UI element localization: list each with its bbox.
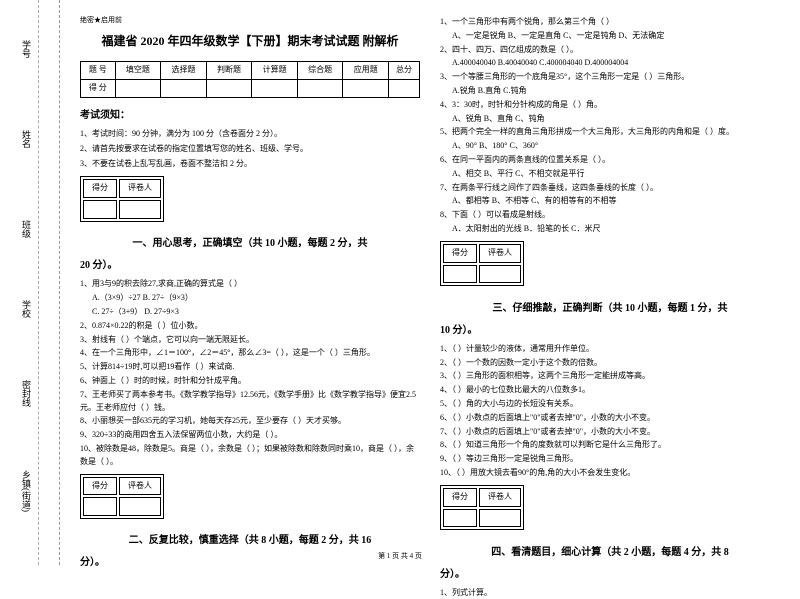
s2-q7o: A、都相等 B、不相等 C、有的相等有的不相等: [452, 195, 780, 208]
sec1-title2: 20 分）。: [80, 258, 420, 274]
s2-q5: 5、把两个完全一样的直角三角形拼成一个大三角形，大三角形的内角和是（ ）度。: [440, 126, 780, 139]
s1-q10: 10、被除数是48，除数是5。商是（ ），余数是（ ）；如果被除数和除数同时乘1…: [80, 443, 420, 469]
content-area: 绝密★启用前 福建省 2020 年四年级数学【下册】期末考试试题 附解析 题 号…: [60, 0, 800, 565]
s1-q4: 4、在一个三角形中，∠1＝100°，∠2＝45°，那么∠3=（ ），这是一个（ …: [80, 347, 420, 360]
binding-label-2: 姓名: [20, 130, 33, 148]
score-box-4: 得分评卷人: [440, 485, 524, 531]
s1-q9: 9、320÷33的商用四舍五入法保留两位小数，大约是（ ）。: [80, 429, 420, 442]
right-column: 1、一个三角形中有两个锐角，那么第三个角（ ） A、一定是锐角 B、一定是直角 …: [430, 15, 790, 550]
s1-q7: 7、王老师买了两本参考书。《数学教学指导》12.56元，《数学手册》比《数学教学…: [80, 389, 420, 415]
binding-margin: 学号 姓名 班级 学校 密封线 乡镇(街道): [0, 0, 60, 565]
hdr-c5: 综合题: [297, 62, 343, 80]
s1-q5: 5、计算814÷19时,可以把19看作（ ）来试商.: [80, 361, 420, 374]
s4-q1: 1、列式计算。: [440, 587, 780, 599]
s3-q5: 5、（ ）角的大小与边的长短没有关系。: [440, 398, 780, 411]
score-box-2: 得分评卷人: [80, 474, 164, 520]
hdr-c7: 总分: [389, 62, 420, 80]
notice-2: 2、请首先按要求在试卷的指定位置填写您的姓名、班级、学号。: [80, 143, 420, 156]
s2-q7: 7、在两条平行线之间作了四条垂线，这四条垂线的长度（ ）。: [440, 182, 780, 195]
s2-q1: 1、一个三角形中有两个锐角，那么第三个角（ ）: [440, 16, 780, 29]
sb-c1: 得分: [83, 179, 117, 198]
s2-q2o: A.400040040 B.40040040 C.400004040 D.400…: [452, 57, 780, 70]
s2-q8o: A．太阳射出的光线 B．铅笔的长 C．米尺: [452, 223, 780, 236]
s2-q8: 8、下面（ ）可以看成是射线。: [440, 209, 780, 222]
sb2-c2: 评卷人: [119, 477, 161, 496]
sb3-c2: 评卷人: [479, 244, 521, 263]
exam-title: 福建省 2020 年四年级数学【下册】期末考试试题 附解析: [80, 32, 420, 51]
s1-q1: 1、用3与9的积去除27,求商,正确的算式是（ ）: [80, 278, 420, 291]
hdr-c6: 应用题: [343, 62, 389, 80]
sb4-c1: 得分: [443, 488, 477, 507]
s2-q6o: A、相交 B、平行 C、不相交就是平行: [452, 168, 780, 181]
notice-1: 1、考试时间：90 分钟，满分为 100 分（含卷面分 2 分）。: [80, 128, 420, 141]
s3-q10: 10、（ ）用放大镜去看90°的角,角的大小不会发生变化。: [440, 467, 780, 480]
s2-q1o: A、一定是锐角 B、一定是直角 C、一定是钝角 D、无法确定: [452, 30, 780, 43]
hdr-c3: 判断题: [206, 62, 252, 80]
s3-q2: 2、（ ）一个数的因数一定小于这个数的倍数。: [440, 357, 780, 370]
score-box-1: 得分评卷人: [80, 176, 164, 222]
score-box-3: 得分评卷人: [440, 241, 524, 287]
sec3-title: 三、仔细推敲，正确判断（共 10 小题，每题 1 分，共: [440, 301, 780, 317]
sb-c2: 评卷人: [119, 179, 161, 198]
sb4-c2: 评卷人: [479, 488, 521, 507]
sec4-title2: 分）。: [440, 567, 780, 583]
hdr-c1: 填空题: [115, 62, 161, 80]
notice-title: 考试须知：: [80, 108, 420, 124]
sb3-c1: 得分: [443, 244, 477, 263]
sec3-title2: 10 分）。: [440, 323, 780, 339]
s2-q4o: A、锐角 B、直角 C、钝角: [452, 113, 780, 126]
s1-q2: 2、0.874×0.22的积是（ ）位小数。: [80, 320, 420, 333]
s1-q1b: C. 27÷（3+9） D. 27÷9×3: [92, 306, 420, 319]
score-header-table: 题 号 填空题 选择题 判断题 计算题 综合题 应用题 总分 得 分: [80, 61, 420, 98]
binding-label-3: 班级: [20, 220, 33, 238]
s2-q5o: A、90° B、180° C、360°: [452, 140, 780, 153]
sec1-title: 一、用心思考，正确填空（共 10 小题，每题 2 分，共: [80, 236, 420, 252]
notice-3: 3、不要在试卷上乱写乱画，卷面不整洁扣 2 分。: [80, 158, 420, 171]
secret-label: 绝密★启用前: [80, 15, 420, 26]
s2-q2: 2、四十、四万、四亿组成的数是（ ）。: [440, 44, 780, 57]
s3-q9: 9、（ ）等边三角形一定是锐角三角形。: [440, 453, 780, 466]
sec2-title: 二、反复比较，慎重选择（共 8 小题，每题 2 分，共 16: [80, 533, 420, 549]
s3-q7: 7、（ ）小数点的后面填上"0"或者去掉"0"，小数的大小不变。: [440, 426, 780, 439]
binding-label-1: 学号: [20, 40, 33, 58]
binding-line: [38, 0, 39, 565]
s1-q8: 8、小丽想买一部635元的学习机，她每天存25元，至少要存（ ）天才买够。: [80, 415, 420, 428]
s2-q6: 6、在同一平面内的两条直线的位置关系是（ ）。: [440, 154, 780, 167]
sb2-c1: 得分: [83, 477, 117, 496]
binding-label-4: 学校: [20, 300, 33, 318]
s1-q6: 6、钟面上（ ）时的时候，时针和分针成平角。: [80, 375, 420, 388]
left-column: 绝密★启用前 福建省 2020 年四年级数学【下册】期末考试试题 附解析 题 号…: [70, 15, 430, 550]
s2-q4: 4、3：30时，时针和分针构成的角是（ ）角。: [440, 99, 780, 112]
hdr-c0: 题 号: [81, 62, 116, 80]
page-footer: 第 1 页 共 4 页: [0, 551, 800, 561]
s3-q4: 4、（ ）最小的七位数比最大的八位数多1。: [440, 384, 780, 397]
s3-q8: 8、（ ）知道三角形一个角的度数就可以判断它是什么三角形了。: [440, 439, 780, 452]
s3-q6: 6、（ ）小数点的后面填上"0"或者去掉"0"，小数的大小不变。: [440, 412, 780, 425]
s3-q1: 1、（ ）计量较少的液体，通常用升作单位。: [440, 343, 780, 356]
s2-q3o: A.锐角 B.直角 C.钝角: [452, 85, 780, 98]
hdr-row2: 得 分: [81, 80, 116, 98]
s3-q3: 3、（ ）三角形的面积相等，这两个三角形一定能拼成等高。: [440, 370, 780, 383]
binding-label-5: 密封线: [20, 380, 33, 407]
binding-label-6: 乡镇(街道): [20, 470, 33, 512]
s1-q3: 3、射线有（ ）个端点，它可以向一端无限延长。: [80, 334, 420, 347]
hdr-c4: 计算题: [252, 62, 298, 80]
s2-q3: 3、一个等腰三角形的一个底角是35°，这个三角形一定是（ ）三角形。: [440, 71, 780, 84]
s1-q1a: A.（3×9）÷27 B. 27÷（9×3）: [92, 292, 420, 305]
hdr-c2: 选择题: [161, 62, 207, 80]
